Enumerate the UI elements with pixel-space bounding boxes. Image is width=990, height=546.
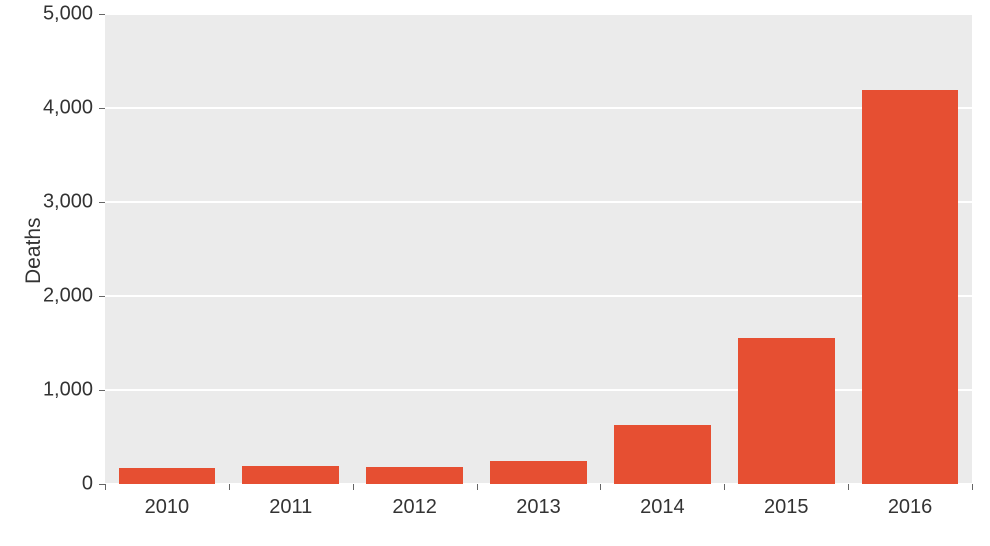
y-tick-mark [99,108,105,109]
x-tick-label: 2011 [269,496,312,519]
x-tick-label: 2015 [764,496,809,519]
bar [366,467,463,484]
x-tick-mark [972,484,973,490]
x-tick-mark [600,484,601,490]
x-tick-mark [477,484,478,490]
bar-chart: Deaths 0 1,000 2,000 3,000 4,000 5,000 2010 201… [0,0,990,546]
gridline [105,389,972,391]
bar [862,90,959,484]
x-tick-label: 2014 [640,496,685,519]
bar [119,468,216,484]
x-tick-mark [229,484,230,490]
gridline [105,107,972,109]
y-tick-label: 2,000 [43,285,93,308]
y-tick-mark [99,390,105,391]
plot-area [105,14,972,484]
y-tick-label: 4,000 [43,97,93,120]
x-tick-label: 2016 [888,496,933,519]
x-tick-mark [105,484,106,490]
y-tick-label: 0 [82,473,93,496]
gridline [105,295,972,297]
x-tick-mark [724,484,725,490]
bar [242,466,339,484]
x-tick-mark [848,484,849,490]
gridline [105,13,972,15]
y-tick-label: 3,000 [43,191,93,214]
y-tick-label: 1,000 [43,379,93,402]
x-tick-label: 2010 [145,496,190,519]
bar [614,425,711,484]
bar [738,338,835,484]
y-tick-mark [99,202,105,203]
gridline [105,201,972,203]
x-tick-label: 2013 [516,496,561,519]
x-tick-mark [353,484,354,490]
y-tick-label: 5,000 [43,3,93,26]
bar [490,461,587,484]
y-tick-mark [99,296,105,297]
y-tick-mark [99,14,105,15]
y-axis-title: Deaths [22,217,46,284]
x-tick-label: 2012 [392,496,437,519]
